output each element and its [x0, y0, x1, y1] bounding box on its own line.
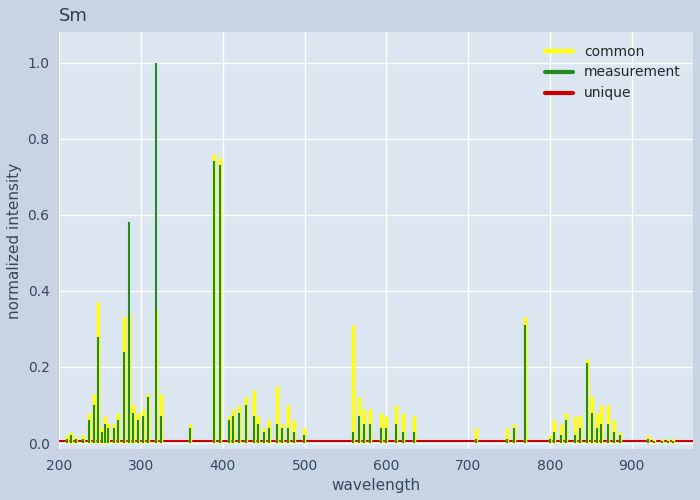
Legend: common, measurement, unique: common, measurement, unique [540, 39, 686, 106]
Text: Sm: Sm [60, 7, 88, 25]
Y-axis label: normalized intensity: normalized intensity [7, 162, 22, 318]
X-axis label: wavelength: wavelength [332, 478, 421, 493]
